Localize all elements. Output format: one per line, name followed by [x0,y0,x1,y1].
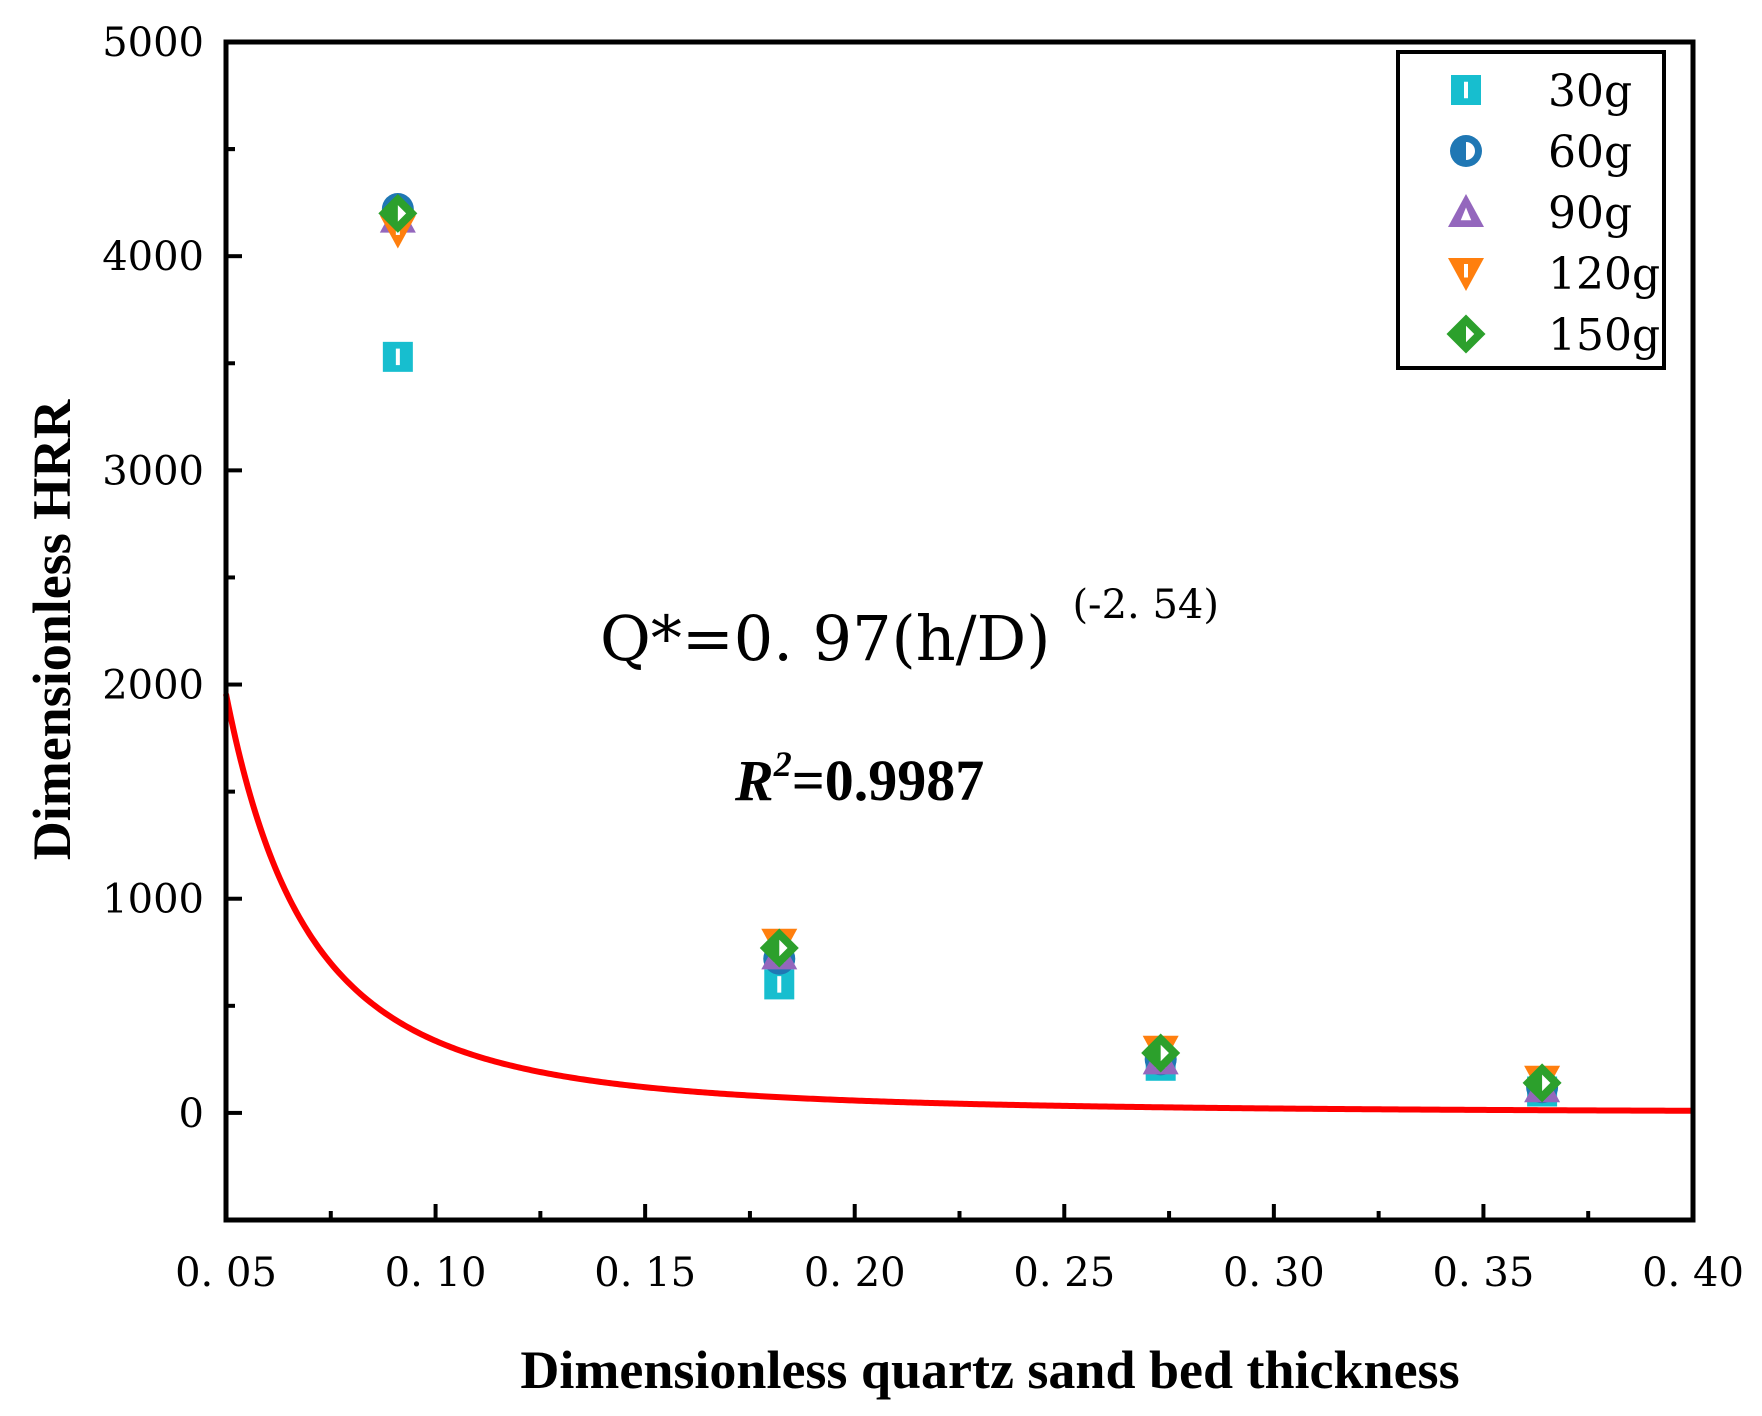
marker-highlight [777,976,782,993]
y-tick-label: 1000 [102,877,204,923]
equation-text: Q*=0. 97(h/D) (-2. 54) [600,582,1219,675]
y-tick-label: 0 [179,1091,204,1137]
legend-label: 30g [1548,66,1632,117]
legend-box [1396,50,1666,370]
legend-item-150g: 150g [1446,310,1660,361]
equation-exponent: (-2. 54) [1072,582,1219,628]
y-axis: 0 1000 2000 3000 4000 5000 [102,20,242,1137]
x-tick-label: 0. 35 [1433,1250,1535,1296]
y-tick-label: 4000 [102,234,204,280]
y-tick-label: 3000 [102,448,204,494]
legend-label: 60g [1548,127,1632,178]
marker-highlight [1160,1044,1169,1062]
legend-item-60g: 60g [1450,127,1632,178]
legend-item-30g: 30g [1451,66,1632,117]
x-tick-label: 0. 30 [1223,1250,1325,1296]
x-tick-label: 0. 10 [385,1250,487,1296]
marker-highlight [1466,325,1475,343]
x-axis-title: Dimensionless quartz sand bed thickness [520,1340,1459,1400]
data-markers [378,193,1562,1107]
plot-frame [223,39,1696,1223]
x-tick-label: 0. 20 [804,1250,906,1296]
marker-highlight [1464,81,1468,99]
legend-item-120g: 120g [1448,249,1660,300]
x-tick-label: 0. 40 [1642,1250,1744,1296]
series-150g [378,193,1562,1103]
legend-label: 90g [1548,188,1632,239]
fit-curve [223,693,1694,1114]
x-tick-label: 0. 25 [1013,1250,1115,1296]
legend-label: 120g [1548,249,1660,300]
marker-highlight [1466,142,1475,160]
marker-highlight [395,348,400,366]
marker-highlight [397,205,407,222]
marker-highlight [1460,207,1472,221]
x-tick-label: 0. 05 [175,1250,277,1296]
x-tick-label: 0. 15 [594,1250,696,1296]
y-tick-label: 2000 [102,663,204,709]
y-tick-label: 5000 [102,20,204,66]
x-axis: 0. 05 0. 10 0. 15 0. 20 0. 25 0. 30 0. 35 0. 40 [175,1204,1744,1296]
legend-item-90g: 90g [1448,188,1632,239]
legend: 30g 60g 90g 120g 150g [1396,50,1666,370]
marker-highlight [779,939,788,957]
r2-value: =0.9987 [792,748,985,813]
y-axis-title: Dimensionless HRR [22,399,82,861]
r2-symbol: R [734,748,774,813]
marker-highlight [1542,1074,1551,1092]
marker-highlight [1464,264,1468,278]
r2-text: R2=0.9987 [734,744,984,813]
r2-power: 2 [773,744,792,784]
legend-label: 150g [1548,310,1660,361]
equation-main: Q*=0. 97(h/D) [600,602,1050,675]
